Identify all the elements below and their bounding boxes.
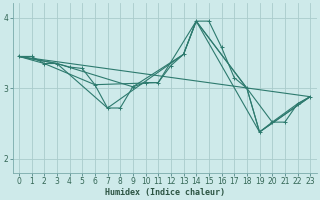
X-axis label: Humidex (Indice chaleur): Humidex (Indice chaleur) (105, 188, 225, 197)
